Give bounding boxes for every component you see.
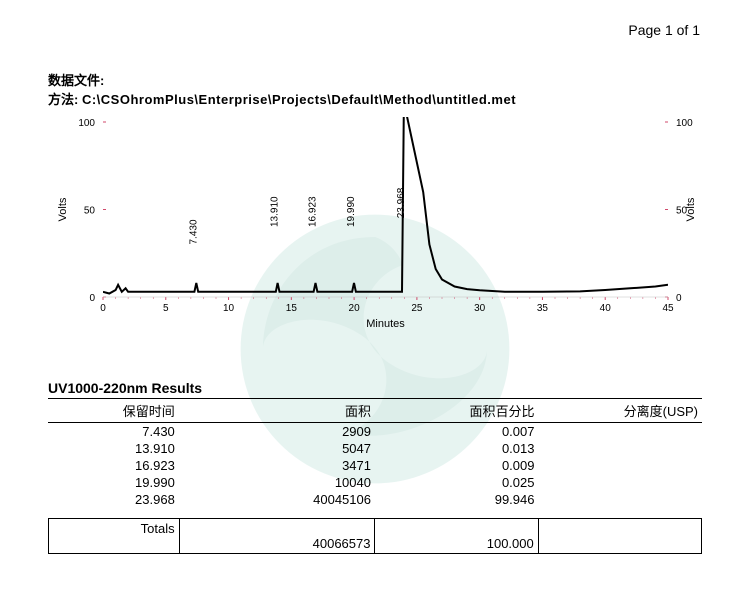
totals-pct: 100.000 — [375, 519, 538, 554]
svg-text:0: 0 — [676, 293, 682, 304]
svg-text:5: 5 — [163, 303, 169, 314]
cell-area: 3471 — [179, 457, 375, 474]
svg-text:Volts: Volts — [57, 197, 69, 221]
svg-text:35: 35 — [537, 303, 549, 314]
col-header-rt: 保留时间 — [48, 399, 179, 423]
cell-rt: 13.910 — [48, 440, 179, 457]
cell-pct: 99.946 — [375, 491, 539, 508]
table-row: 16.92334710.009 — [48, 457, 702, 474]
totals-table: Totals 40066573 100.000 — [48, 518, 702, 554]
totals-area: 40066573 — [179, 519, 375, 554]
results-title: UV1000-220nm Results — [48, 380, 702, 396]
cell-rt: 16.923 — [48, 457, 179, 474]
svg-text:25: 25 — [411, 303, 423, 314]
svg-text:30: 30 — [474, 303, 486, 314]
svg-text:15: 15 — [286, 303, 298, 314]
cell-res — [538, 457, 702, 474]
col-header-res: 分离度(USP) — [538, 399, 702, 423]
results-header-row: 保留时间 面积 面积百分比 分离度(USP) — [48, 399, 702, 423]
svg-text:10: 10 — [223, 303, 235, 314]
svg-text:40: 40 — [600, 303, 612, 314]
cell-pct: 0.013 — [375, 440, 539, 457]
col-header-area: 面积 — [179, 399, 375, 423]
cell-pct: 0.025 — [375, 474, 539, 491]
svg-text:20: 20 — [349, 303, 361, 314]
table-row: 23.9684004510699.946 — [48, 491, 702, 508]
cell-rt: 7.430 — [48, 423, 179, 441]
table-row: 7.43029090.007 — [48, 423, 702, 441]
totals-res — [538, 519, 701, 554]
chromatogram-svg: 005050100100051015202530354045MinutesVol… — [48, 112, 702, 332]
chromatogram-chart: 005050100100051015202530354045MinutesVol… — [48, 112, 702, 332]
svg-text:45: 45 — [662, 303, 674, 314]
cell-area: 2909 — [179, 423, 375, 441]
cell-pct: 0.007 — [375, 423, 539, 441]
page-number: Page 1 of 1 — [628, 22, 700, 38]
totals-row: Totals 40066573 100.000 — [49, 519, 702, 554]
cell-rt: 23.968 — [48, 491, 179, 508]
cell-res — [538, 474, 702, 491]
svg-text:13.910: 13.910 — [270, 196, 281, 227]
method-label: 方法: — [48, 92, 78, 107]
table-row: 19.990100400.025 — [48, 474, 702, 491]
svg-text:16.923: 16.923 — [307, 196, 318, 227]
svg-text:0: 0 — [89, 293, 95, 304]
svg-text:Minutes: Minutes — [366, 318, 405, 330]
cell-rt: 19.990 — [48, 474, 179, 491]
svg-text:50: 50 — [84, 206, 96, 217]
results-table: 保留时间 面积 面积百分比 分离度(USP) 7.43029090.00713.… — [48, 398, 702, 508]
cell-pct: 0.009 — [375, 457, 539, 474]
cell-area: 5047 — [179, 440, 375, 457]
cell-res — [538, 440, 702, 457]
svg-text:Volts: Volts — [685, 197, 697, 221]
svg-text:100: 100 — [676, 118, 693, 129]
cell-area: 40045106 — [179, 491, 375, 508]
svg-text:19.990: 19.990 — [346, 196, 357, 227]
data-file-label: 数据文件: — [48, 73, 104, 88]
cell-area: 10040 — [179, 474, 375, 491]
totals-label: Totals — [49, 519, 180, 554]
svg-text:23.968: 23.968 — [396, 187, 407, 218]
svg-text:7.430: 7.430 — [188, 219, 199, 244]
cell-res — [538, 423, 702, 441]
svg-text:100: 100 — [78, 118, 95, 129]
method-path: C:\CSOhromPlus\Enterprise\Projects\Defau… — [82, 92, 516, 107]
svg-text:0: 0 — [100, 303, 106, 314]
table-row: 13.91050470.013 — [48, 440, 702, 457]
meta-block: 数据文件: 方法: C:\CSOhromPlus\Enterprise\Proj… — [48, 70, 516, 108]
col-header-pct: 面积百分比 — [375, 399, 539, 423]
results-section: UV1000-220nm Results 保留时间 面积 面积百分比 分离度(U… — [48, 380, 702, 554]
cell-res — [538, 491, 702, 508]
